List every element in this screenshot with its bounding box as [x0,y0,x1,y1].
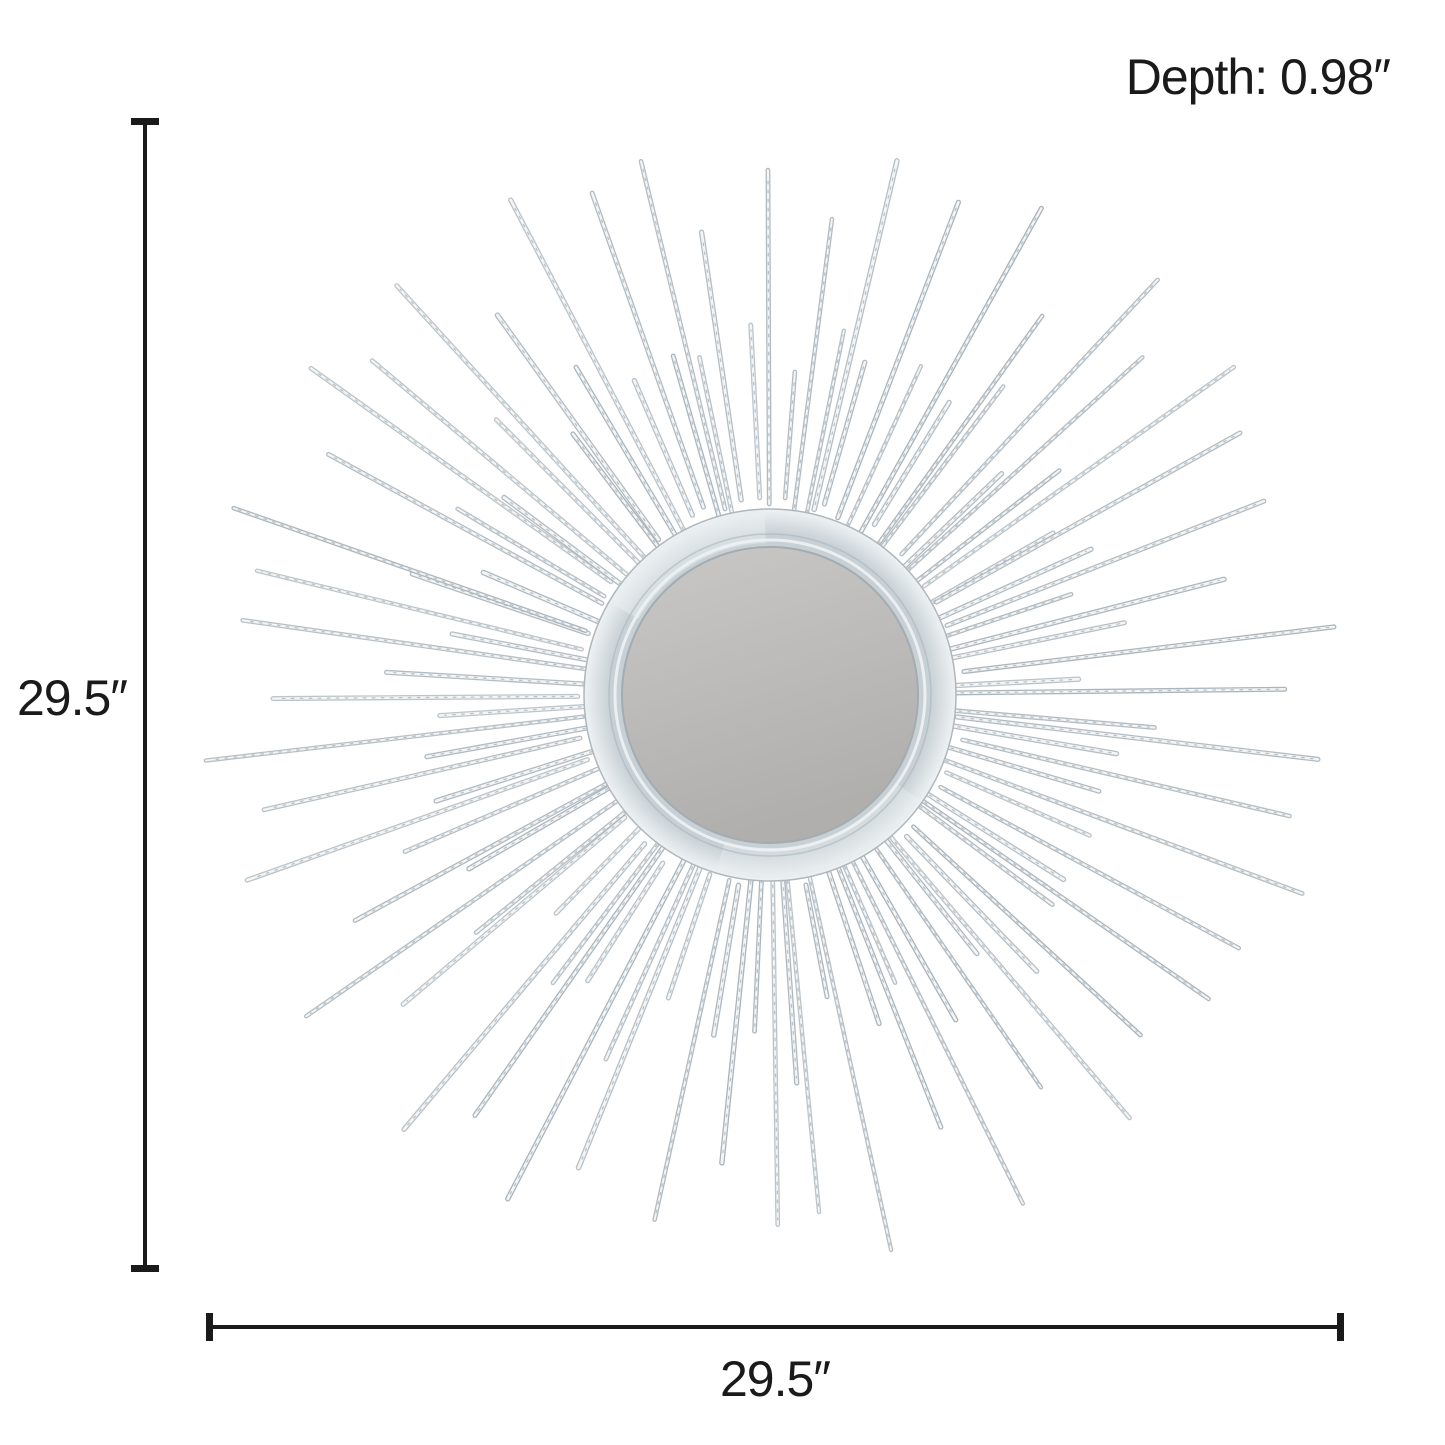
mirror-rays [203,158,1337,1253]
width-dimension-label: 29.5″ [720,1351,830,1407]
height-dimension-label: 29.5″ [17,670,127,726]
mirror-glass [621,546,919,844]
mirror-frame-groove [608,533,932,857]
width-dimension: 29.5″ [206,1313,1344,1407]
sunburst-mirror-center [583,508,957,882]
ring-sheen-top [588,513,952,877]
mirror-frame-lip [613,538,927,852]
height-dimension: 29.5″ [17,118,159,1272]
ring-sheen-bottom [589,514,951,876]
depth-dimension-label: Depth: 0.98″ [1126,49,1391,105]
